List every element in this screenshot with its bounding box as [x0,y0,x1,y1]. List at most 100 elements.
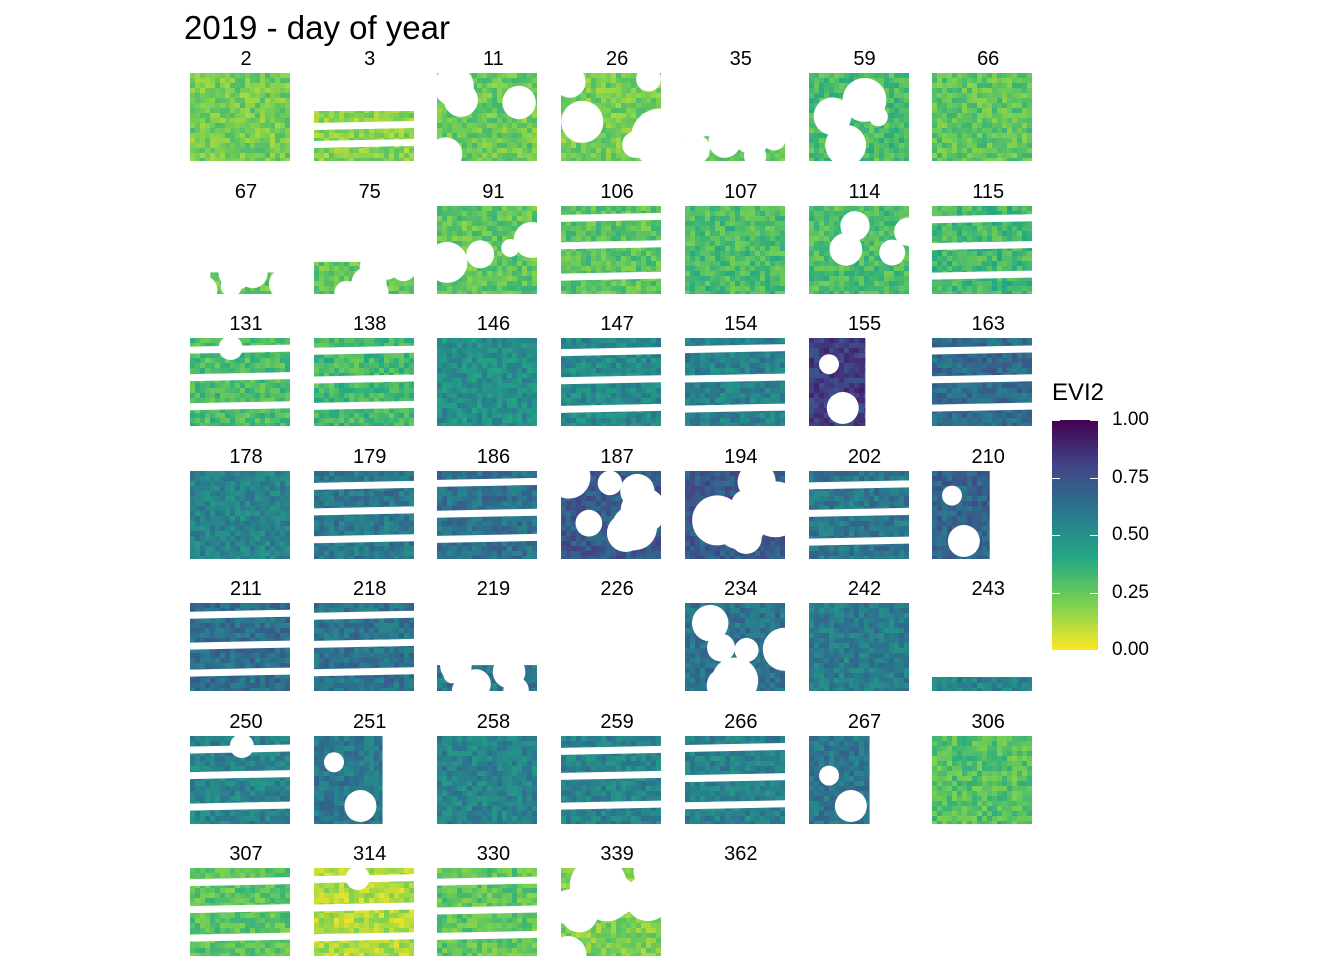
facet-panel: 314 [308,842,432,958]
facet-label: 187 [600,445,634,468]
evi2-raster-tile [684,205,785,294]
facet-label: 91 [482,180,505,203]
facet-panel: 91 [431,180,555,296]
evi2-raster-tile [313,735,414,824]
colorbar-tick-mark [1090,477,1098,479]
evi2-raster-tile [808,735,909,824]
colorbar-tick-mark [1090,535,1098,536]
colorbar-tick-mark [1052,477,1060,479]
evi2-raster-tile [190,73,290,161]
evi2-raster-tile [190,603,290,691]
facet-panel: 26 [555,47,679,163]
facet-panel: 218 [308,577,432,693]
facet-label: 66 [977,48,1000,70]
colorbar-tick-mark [1052,420,1060,421]
evi2-raster-tile [684,73,785,161]
facet-panel: 67 [184,180,308,296]
evi2-raster-tile [437,205,538,294]
facet-label: 330 [476,843,511,865]
facet-panel: 178 [184,445,308,561]
facet-label: 75 [358,180,381,203]
facet-label: 251 [353,710,387,733]
facet-panel: 186 [431,445,555,561]
facet-panel: 107 [679,180,803,296]
facet-label: 339 [600,843,634,865]
facet-panel: 35 [679,47,803,163]
evi2-raster-tile [932,470,1033,559]
facet-panel: 131 [184,312,308,428]
facet-label: 362 [724,843,758,865]
evi2-raster-tile [561,735,662,824]
evi2-raster-tile [313,73,414,161]
evi2-raster-tile [932,338,1033,426]
facet-panel: 179 [308,445,432,561]
facet-label: 179 [353,445,387,468]
facet-label: 114 [848,180,881,203]
facet-label: 211 [230,578,262,600]
facet-label: 194 [724,445,758,468]
facet-label: 259 [600,710,634,733]
evi2-raster-tile [313,603,414,691]
evi2-raster-tile [561,338,662,426]
evi2-raster-tile [190,205,290,294]
evi2-raster-tile [561,205,662,294]
facet-label: 243 [971,578,1005,600]
evi2-raster-tile [808,73,909,161]
facet-label: 11 [483,48,504,70]
evi2-raster-tile [313,338,414,426]
facet-panel: 234 [679,577,803,693]
evi2-raster-tile [561,470,662,559]
facet-label: 154 [724,313,758,335]
facet-label: 107 [724,180,758,203]
colorbar-tick-mark [1052,592,1060,594]
facet-label: 219 [476,578,511,600]
evi2-raster-tile [561,603,662,691]
colorbar-tick-label: 0.50 [1112,524,1149,545]
facet-panel: 3 [308,47,432,163]
evi2-raster-tile [190,735,290,824]
colorbar-tick-label: 1.00 [1112,409,1149,430]
facet-panel: 115 [926,180,1050,296]
facet-panel: 147 [555,312,679,428]
facet-panel: 259 [555,710,679,826]
facet-label: 163 [971,313,1005,335]
facet-panel: 187 [555,445,679,561]
evi2-raster-tile [437,603,538,691]
facet-panel: 267 [803,710,927,826]
facet-label: 210 [971,445,1005,468]
evi2-raster-tile [561,73,662,161]
facet-label: 115 [972,180,1005,203]
evi2-raster-tile [932,205,1033,294]
facet-label: 106 [600,180,634,203]
evi2-raster-tile [313,470,414,559]
facet-label: 218 [353,578,387,600]
evi2-raster-tile [437,73,538,161]
facet-label: 35 [729,48,752,70]
evi2-raster-tile [684,338,785,426]
evi2-raster-tile [684,470,785,559]
facet-panel: 258 [431,710,555,826]
facet-panel: 66 [926,47,1050,163]
facet-panel: 266 [679,710,803,826]
facet-panel: 362 [679,842,803,958]
facet-panel: 154 [679,312,803,428]
facet-label: 146 [476,313,511,335]
facet-label: 202 [847,445,882,468]
facet-panel: 339 [555,842,679,958]
colorbar-title: EVI2 [1052,379,1105,406]
evi2-raster-tile [808,470,909,559]
facet-panel: 242 [803,577,927,693]
evi2-raster-tile [932,73,1033,161]
facet-panel: 307 [184,842,308,958]
facet-label: 307 [229,843,263,865]
evi2-raster-tile [808,205,909,294]
evi2-raster-tile [190,470,290,559]
colorbar-tick-label: 0.00 [1112,639,1149,660]
facet-panel: 219 [431,577,555,693]
colorbar-tick-mark [1090,650,1098,651]
facet-panel: 75 [308,180,432,296]
evi2-raster-tile [808,338,909,426]
colorbar-tick-mark [1090,592,1098,594]
evi2-raster-tile [808,603,909,691]
evi2-raster-tile [190,868,290,956]
